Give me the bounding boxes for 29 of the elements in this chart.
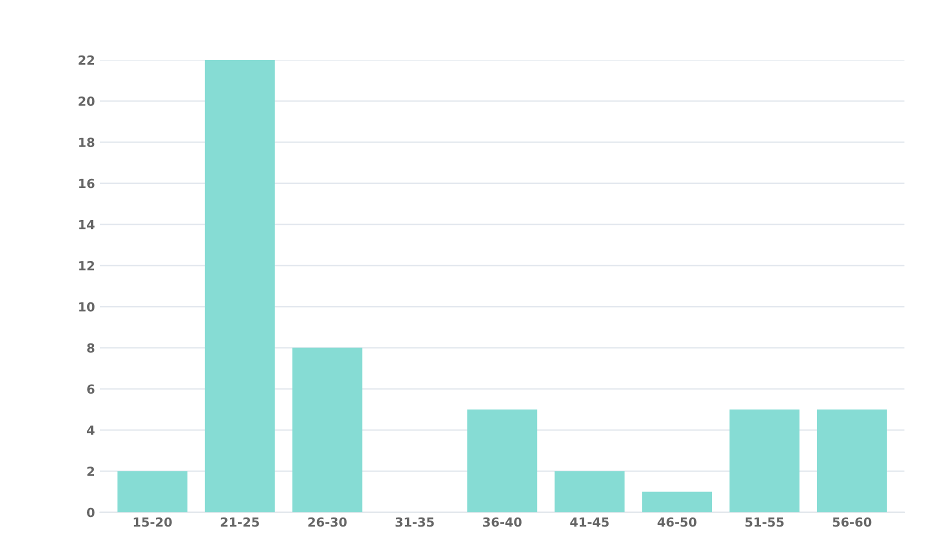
y-tick-label: 16: [79, 178, 94, 188]
x-tick-label: 41-45: [570, 518, 609, 527]
y-tick-label: 10: [79, 302, 94, 312]
y-tick-label: 18: [79, 138, 94, 148]
bar: [117, 471, 188, 512]
bar: [204, 60, 275, 512]
bar: [816, 409, 887, 512]
x-tick-label: 26-30: [308, 517, 347, 527]
y-tick-label: 4: [86, 426, 95, 435]
x-tick-label: 15-20: [134, 517, 172, 527]
bar: [730, 409, 800, 512]
y-tick-label: 20: [78, 96, 94, 106]
y-tick-label: 0: [87, 508, 94, 518]
y-tick-label: 2: [87, 466, 94, 476]
bar: [642, 492, 712, 512]
bar: [292, 348, 362, 512]
bar: [554, 471, 625, 512]
y-tick-label: 8: [87, 343, 94, 353]
y-tick-label: 6: [87, 384, 94, 394]
bar: [467, 409, 538, 512]
x-tick-label: 36-40: [483, 517, 522, 527]
y-tick-label: 22: [78, 55, 94, 65]
x-tick-label: 56-60: [832, 517, 872, 527]
x-tick-label: 21-25: [220, 517, 259, 527]
y-tick-label: 12: [79, 261, 94, 270]
x-tick-label: 46-50: [658, 517, 696, 527]
x-tick-label: 31-35: [396, 517, 434, 527]
x-tick-label: 51-55: [745, 518, 784, 527]
y-tick-label: 14: [79, 220, 95, 230]
